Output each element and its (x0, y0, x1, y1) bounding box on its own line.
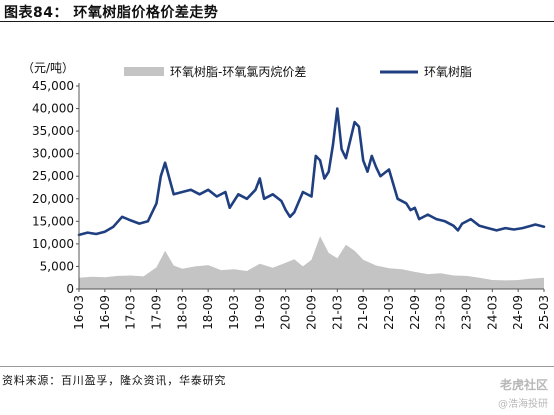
x-tick-label: 17-03 (124, 295, 138, 330)
x-tick-label: 21-03 (330, 295, 344, 330)
x-tick-label: 18-09 (201, 295, 215, 330)
legend-swatch-area (124, 67, 164, 76)
chart-svg: （元/吨） 环氧树脂-环氧氯丙烷价差 环氧树脂 0 5,000 10,000 15,0… (22, 61, 551, 330)
x-tick-label: 21-09 (356, 295, 370, 330)
x-tick-label: 18-03 (175, 295, 189, 330)
x-tick-label: 22-09 (408, 295, 422, 330)
source-rule (0, 366, 554, 367)
x-tick-label: 16-09 (98, 295, 112, 330)
y-tick-label: 15,000 (32, 214, 74, 228)
x-tick-label: 24-09 (511, 295, 525, 330)
x-tick-labels: 16-03 16-09 17-03 17-09 18-03 18-09 19-03 19-09… (72, 295, 551, 330)
x-tick-label: 20-03 (279, 295, 293, 330)
watermark-main: 老虎社区 (499, 378, 548, 392)
area-series-path (79, 236, 544, 289)
y-tick-label: 10,000 (32, 237, 74, 251)
watermark-sub: @浩海投研 (498, 399, 548, 410)
x-tick-label: 22-03 (382, 295, 396, 330)
line-series-path (77, 107, 546, 237)
y-tick-label: 30,000 (32, 147, 74, 161)
y-unit-label: （元/吨） (22, 61, 74, 75)
y-tick-label: 0 (66, 282, 74, 296)
x-tick-label: 23-09 (460, 295, 474, 330)
legend: 环氧树脂-环氧氯丙烷价差 环氧树脂 (124, 64, 472, 79)
axes (76, 83, 545, 292)
x-tick-label: 19-03 (227, 295, 241, 330)
y-tick-label: 35,000 (32, 124, 74, 138)
area-series (79, 236, 544, 289)
legend-label-line: 环氧树脂 (424, 64, 472, 79)
y-tick-label: 25,000 (32, 169, 74, 183)
y-tick-labels: 0 5,000 10,000 15,000 20,000 25,000 30,000 35,0… (32, 79, 74, 296)
y-tick-label: 45,000 (32, 79, 74, 93)
x-tick-label: 25-03 (537, 295, 551, 330)
source-note: 资料来源：百川盈孚，隆众资讯，华泰研究 (2, 374, 227, 387)
x-tick-label: 23-03 (434, 295, 448, 330)
title-rule (0, 21, 554, 22)
x-tick-label: 20-09 (305, 295, 319, 330)
legend-label-area: 环氧树脂-环氧氯丙烷价差 (170, 64, 306, 79)
line-series (77, 107, 546, 237)
y-tick-label: 20,000 (32, 192, 74, 206)
x-tick-label: 19-09 (253, 295, 267, 330)
x-tick-label: 16-03 (72, 295, 86, 330)
y-tick-label: 40,000 (32, 102, 74, 116)
y-tick-label: 5,000 (40, 259, 74, 273)
figure-title: 图表84： 环氧树脂价格价差走势 (4, 5, 219, 21)
x-tick-label: 17-09 (150, 295, 164, 330)
x-tick-label: 24-03 (485, 295, 499, 330)
